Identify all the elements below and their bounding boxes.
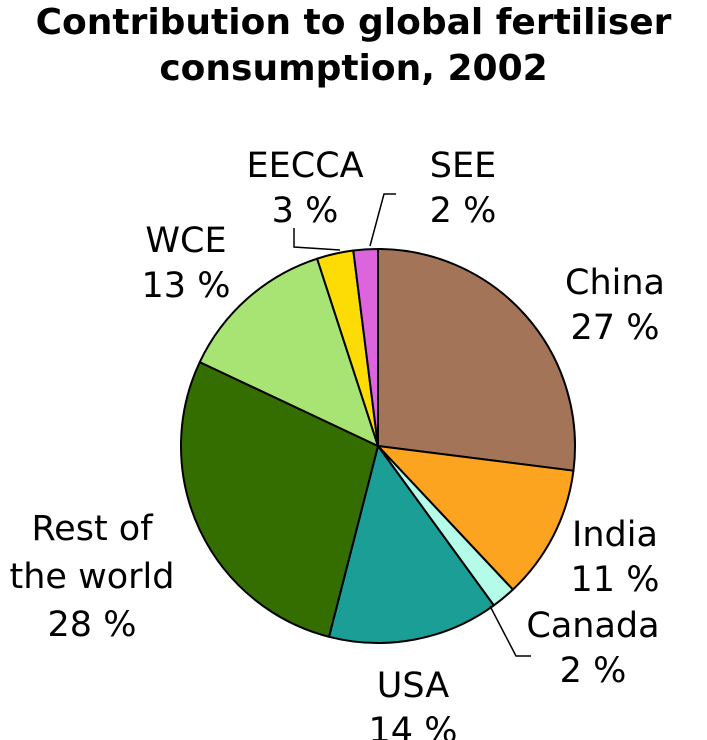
pie-slice-wce [198,257,379,447]
leader-line-canada [489,605,531,657]
label-leader-lines [293,193,531,657]
chart-title: Contribution to global fertiliser consum… [0,0,707,92]
slice-label-china: China 27 % [565,263,665,348]
pie-slice-usa [328,445,495,644]
slice-labels: China 27 % India 11 %Canada 2 % USA 14 % Rest o… [10,146,665,740]
pie-slice-see [352,247,379,447]
leader-line-eecca [293,228,341,251]
slice-label-wce: WCE 13 % [142,221,231,306]
chart-title-line-1: Contribution to global fertiliser [35,2,672,43]
pie-slices [180,247,576,644]
pie-slice-china [377,248,576,472]
slice-label-rest-of-the-world: Rest of the world 28 % [10,509,175,645]
slice-label-usa: USA 14 % [369,666,458,740]
pie-slice-rest-of-the-world [180,361,379,638]
slice-label-eecca: EECCA 3 % [246,146,363,231]
chart-title-line-2: consumption, 2002 [159,48,548,89]
slice-label-see: SEE 2 % [430,146,497,231]
slice-label-canada: Canada 2 % [526,606,659,691]
pie-slice-india [377,445,575,591]
slice-label-india: India 11 % [571,515,660,600]
leader-line-see [369,193,396,247]
